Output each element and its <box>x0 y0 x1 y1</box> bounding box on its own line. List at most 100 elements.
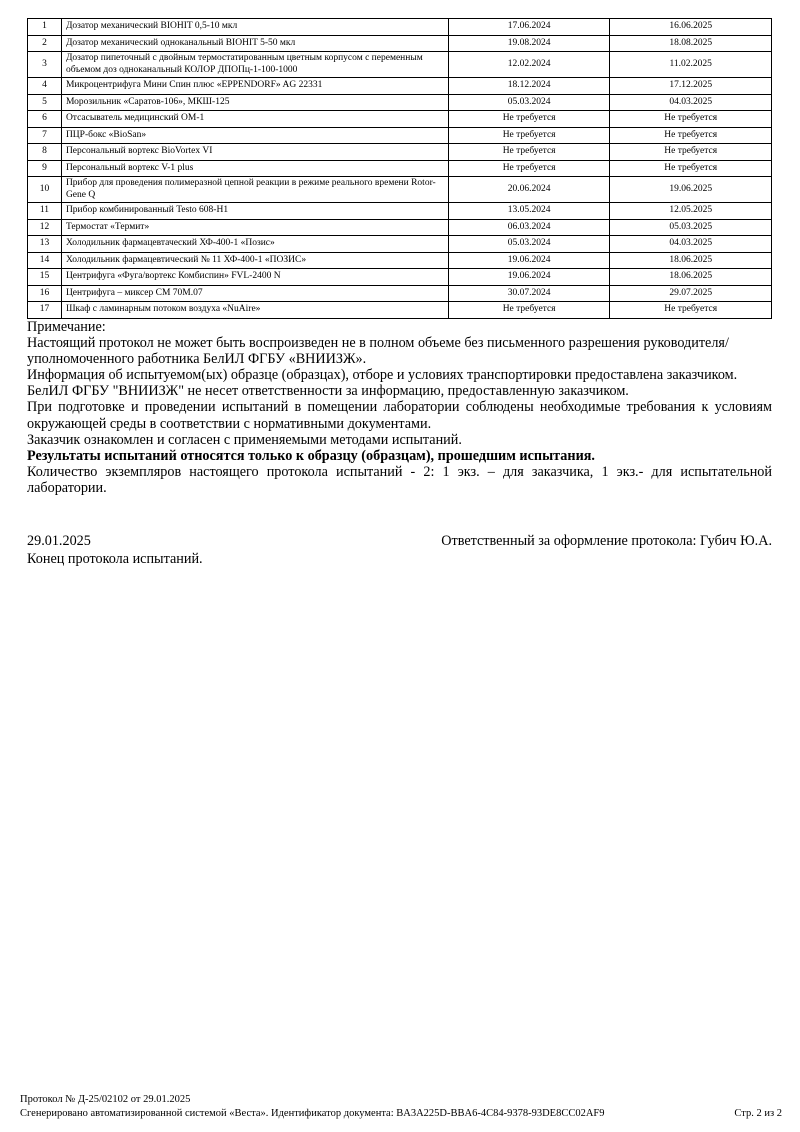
date-to: 18.06.2025 <box>609 268 772 286</box>
table-row: 4 Микроцентрифуга Мини Спин плюс «EPPENDO… <box>27 77 772 95</box>
notes-section: Примечание: Настоящий протокол не может … <box>27 319 772 496</box>
row-number: 9 <box>27 159 62 177</box>
equipment-name: Шкаф с ламинарным потоком воздуха «NuAir… <box>60 301 449 319</box>
date-from: 20.06.2024 <box>447 176 611 203</box>
date-from: 13.05.2024 <box>447 202 611 220</box>
row-number: 3 <box>27 51 62 78</box>
row-number: 1 <box>27 18 62 36</box>
table-row: 3 Дозатор пипеточный с двойным термостати… <box>27 51 772 78</box>
date-from: 17.06.2024 <box>447 18 611 36</box>
table-row: 10 Прибор для проведения полимеразной цеп… <box>27 176 772 203</box>
notes-heading: Примечание: <box>27 319 106 335</box>
page-number: Стр. 2 из 2 <box>734 1107 782 1119</box>
date-to: 18.06.2025 <box>609 251 772 269</box>
date-to: 16.06.2025 <box>609 18 772 36</box>
row-number: 10 <box>27 176 62 203</box>
equipment-name: Персональный вортекс BioVortex VI <box>60 143 449 161</box>
date-from: 18.12.2024 <box>447 77 611 95</box>
row-number: 13 <box>27 235 62 253</box>
equipment-name: Холодильник фармацевтический № 11 ХФ-400… <box>60 251 449 269</box>
date-from: 12.02.2024 <box>447 51 611 78</box>
date-from: 06.03.2024 <box>447 218 611 236</box>
equipment-name: Дозатор пипеточный с двойным термостатир… <box>60 51 449 78</box>
row-number: 17 <box>27 301 62 319</box>
equipment-name: Холодильник фармацевтачеcкий ХФ-400-1 «П… <box>60 235 449 253</box>
date-to: 04.03.2025 <box>609 235 772 253</box>
note-methods: Заказчик ознакомлен и согласен с применя… <box>27 431 462 448</box>
equipment-name: Центрифуга «Фуга/вортекс Комбиспин» FVL-… <box>60 268 449 286</box>
equipment-name: Морозильник «Саратов-106», МКШ-125 <box>60 93 449 111</box>
date-from: Не требуется <box>447 110 611 128</box>
date-to: 19.06.2025 <box>609 176 772 203</box>
table-row: 16 Центрифуга – миксер СМ 70М.07 30.07.202… <box>27 284 772 302</box>
table-row: 15 Центрифуга «Фуга/вортекс Комбиспин» FV… <box>27 268 772 286</box>
date-to: Не требуется <box>609 110 772 128</box>
equipment-table: 1 Дозатор механический BIOHIT 0,5-10 мкл 1… <box>27 18 772 319</box>
row-number: 14 <box>27 251 62 269</box>
footer-protocol: Протокол № Д-25/02102 от 29.01.2025 <box>20 1094 191 1105</box>
date-to: 12.05.2025 <box>609 202 772 220</box>
equipment-name: ПЦР-бокс «BioSan» <box>60 126 449 144</box>
date-from: 19.08.2024 <box>447 34 611 52</box>
row-number: 8 <box>27 143 62 161</box>
note-reproduction: Настоящий протокол не может быть воспрои… <box>27 335 729 368</box>
equipment-name: Прибор для проведения полимеразной цепно… <box>60 176 449 203</box>
row-number: 6 <box>27 110 62 128</box>
note-sample-info: Информация об испытуемом(ых) образце (об… <box>27 367 738 384</box>
row-number: 7 <box>27 126 62 144</box>
table-row: 11 Прибор комбинированный Testo 608-H1 13.… <box>27 202 772 220</box>
row-number: 4 <box>27 77 62 95</box>
row-number: 5 <box>27 93 62 111</box>
footer-generated: Сгенерировано автоматизированной системо… <box>20 1107 605 1119</box>
date-to: 29.07.2025 <box>609 284 772 302</box>
date-to: 17.12.2025 <box>609 77 772 95</box>
date-from: 30.07.2024 <box>447 284 611 302</box>
row-number: 11 <box>27 202 62 220</box>
equipment-name: Микроцентрифуга Мини Спин плюс «EPPENDOR… <box>60 77 449 95</box>
table-row: 14 Холодильник фармацевтический № 11 ХФ-4… <box>27 251 772 269</box>
page-footer: Протокол № Д-25/02102 от 29.01.2025 Сген… <box>20 1093 782 1120</box>
table-row: 7 ПЦР-бокс «BioSan» Не требуется Не требует… <box>27 126 772 144</box>
table-row: 2 Дозатор механический одноканальный BIOH… <box>27 34 772 52</box>
date-from: Не требуется <box>447 301 611 319</box>
protocol-end: Конец протокола испытаний. <box>27 551 203 567</box>
date-from: 19.06.2024 <box>447 251 611 269</box>
table-row: 6 Отсасыватель медицинский ОМ-1 Не требует… <box>27 110 772 128</box>
equipment-name: Дозатор механический одноканальный BIOHI… <box>60 34 449 52</box>
table-row: 8 Персональный вортекс BioVortex VI Не тре… <box>27 143 772 161</box>
date-from: 05.03.2024 <box>447 93 611 111</box>
responsible-person: Ответственный за оформление протокола: Г… <box>441 533 772 549</box>
date-to: Не требуется <box>609 126 772 144</box>
date-to: 04.03.2025 <box>609 93 772 111</box>
equipment-name: Прибор комбинированный Testo 608-H1 <box>60 202 449 220</box>
row-number: 12 <box>27 218 62 236</box>
signature-date: 29.01.2025 <box>27 533 91 549</box>
row-number: 16 <box>27 284 62 302</box>
date-from: Не требуется <box>447 159 611 177</box>
row-number: 2 <box>27 34 62 52</box>
equipment-name: Термостат «Термит» <box>60 218 449 236</box>
note-conditions: При подготовке и проведении испытаний в … <box>27 399 772 432</box>
table-row: 17 Шкаф с ламинарным потоком воздуха «NuA… <box>27 301 772 319</box>
equipment-name: Персональный вортекс V-1 plus <box>60 159 449 177</box>
equipment-name: Центрифуга – миксер СМ 70М.07 <box>60 284 449 302</box>
date-to: 11.02.2025 <box>609 51 772 78</box>
date-from: 19.06.2024 <box>447 268 611 286</box>
note-results: Результаты испытаний относятся только к … <box>27 447 595 464</box>
date-from: Не требуется <box>447 143 611 161</box>
table-row: 1 Дозатор механический BIOHIT 0,5-10 мкл 1… <box>27 18 772 36</box>
table-row: 9 Персональный вортекс V-1 plus Не требует… <box>27 159 772 177</box>
date-from: 05.03.2024 <box>447 235 611 253</box>
date-from: Не требуется <box>447 126 611 144</box>
row-number: 15 <box>27 268 62 286</box>
table-row: 12 Термостат «Термит» 06.03.2024 05.03.2025 <box>27 218 772 236</box>
date-to: Не требуется <box>609 143 772 161</box>
date-to: Не требуется <box>609 159 772 177</box>
date-to: 18.08.2025 <box>609 34 772 52</box>
note-copies: Количество экземпляров настоящего проток… <box>27 463 772 496</box>
table-row: 5 Морозильник «Саратов-106», МКШ-125 05.03… <box>27 93 772 111</box>
equipment-name: Дозатор механический BIOHIT 0,5-10 мкл <box>60 18 449 36</box>
date-to: 05.03.2025 <box>609 218 772 236</box>
table-row: 13 Холодильник фармацевтачеcкий ХФ-400-1 … <box>27 235 772 253</box>
note-responsibility: БелИЛ ФГБУ "ВНИИЗЖ" не несет ответственн… <box>27 383 629 400</box>
